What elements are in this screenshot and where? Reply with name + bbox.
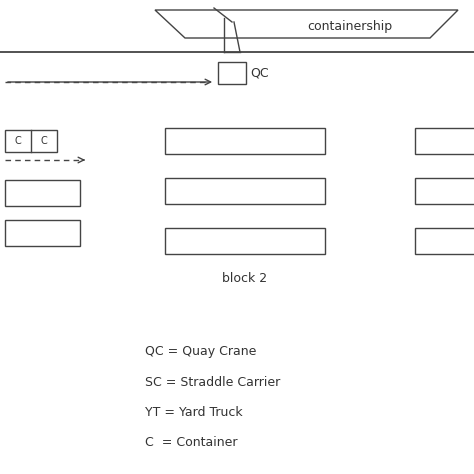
Bar [415, 178, 474, 204]
Bar [415, 128, 474, 154]
Text: C: C [15, 136, 21, 146]
Text: QC = Quay Crane: QC = Quay Crane [145, 346, 256, 358]
Polygon shape [155, 10, 458, 38]
Text: containership: containership [308, 19, 392, 33]
Bar [5, 130, 57, 152]
Bar [415, 228, 474, 254]
Bar [165, 128, 325, 154]
Text: C  = Container: C = Container [145, 436, 237, 448]
Text: block 2: block 2 [222, 272, 267, 285]
Bar [5, 180, 80, 206]
Bar [5, 220, 80, 246]
Text: C: C [41, 136, 47, 146]
Bar [218, 62, 246, 84]
Bar [165, 178, 325, 204]
Text: YT = Yard Truck: YT = Yard Truck [145, 405, 243, 419]
Text: QC: QC [250, 66, 269, 80]
Bar [165, 228, 325, 254]
Text: SC = Straddle Carrier: SC = Straddle Carrier [145, 375, 280, 389]
